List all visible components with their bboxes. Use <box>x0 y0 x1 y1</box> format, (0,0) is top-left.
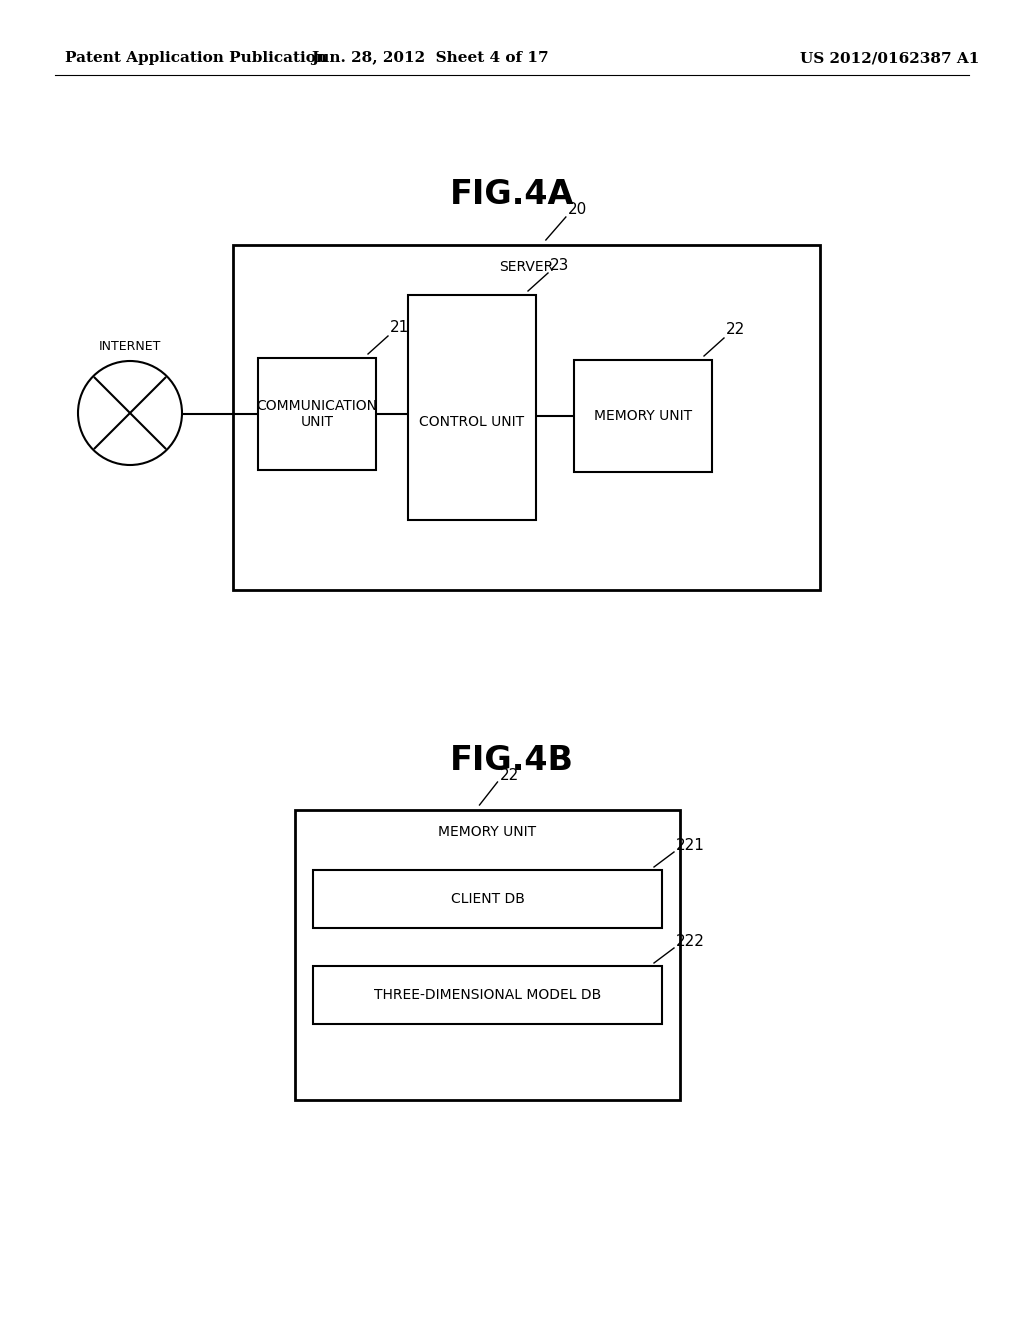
Bar <box>258 358 376 470</box>
Text: 22: 22 <box>500 767 519 783</box>
Bar <box>313 966 662 1024</box>
Text: MEMORY UNIT: MEMORY UNIT <box>438 825 537 840</box>
Text: CLIENT DB: CLIENT DB <box>451 892 524 906</box>
Circle shape <box>78 360 182 465</box>
Text: Jun. 28, 2012  Sheet 4 of 17: Jun. 28, 2012 Sheet 4 of 17 <box>311 51 549 65</box>
Text: 22: 22 <box>726 322 745 338</box>
Bar <box>295 810 680 1100</box>
Bar <box>574 360 712 473</box>
Text: INTERNET: INTERNET <box>98 341 161 354</box>
Text: 20: 20 <box>568 202 587 218</box>
Bar <box>313 870 662 928</box>
Text: FIG.4B: FIG.4B <box>450 743 574 776</box>
Text: MEMORY UNIT: MEMORY UNIT <box>594 409 692 422</box>
Text: THREE-DIMENSIONAL MODEL DB: THREE-DIMENSIONAL MODEL DB <box>374 987 601 1002</box>
Bar <box>408 294 536 520</box>
Text: 23: 23 <box>550 257 569 272</box>
Text: US 2012/0162387 A1: US 2012/0162387 A1 <box>801 51 980 65</box>
Text: CONTROL UNIT: CONTROL UNIT <box>420 416 524 429</box>
Text: 222: 222 <box>676 933 705 949</box>
Text: COMMUNICATION
UNIT: COMMUNICATION UNIT <box>256 399 378 429</box>
Text: 221: 221 <box>676 837 705 853</box>
Text: SERVER: SERVER <box>500 260 554 275</box>
Text: 21: 21 <box>390 321 410 335</box>
Bar <box>233 246 820 590</box>
Text: Patent Application Publication: Patent Application Publication <box>65 51 327 65</box>
Text: FIG.4A: FIG.4A <box>450 178 574 211</box>
